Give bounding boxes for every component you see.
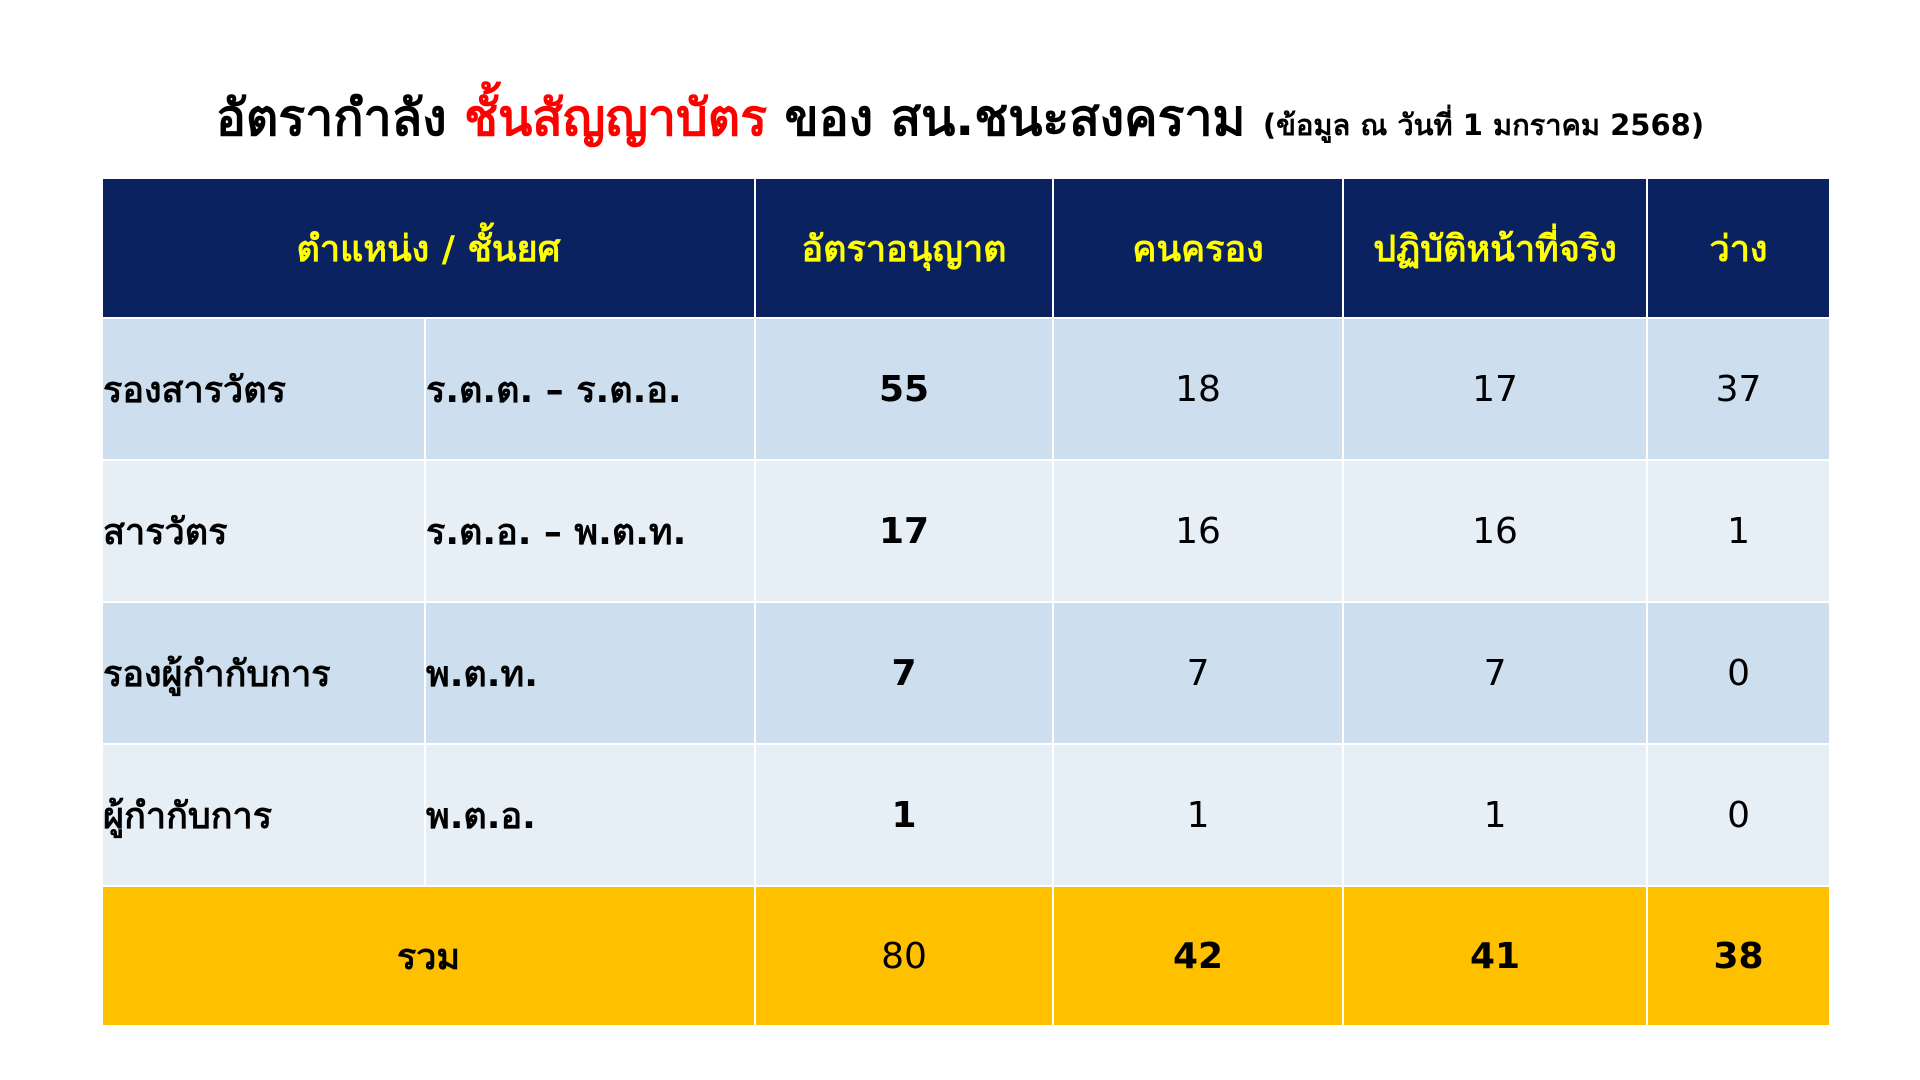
header-quota: อัตราอนุญาต	[754, 177, 1055, 319]
cell-active: 16	[1342, 459, 1649, 603]
title-station-text: ของ สน.ชนะสงคราม	[767, 89, 1263, 147]
manpower-table: ตำแหน่ง / ชั้นยศ อัตราอนุญาต คนครอง ปฏิบ…	[100, 177, 1832, 1027]
total-quota: 80	[754, 885, 1055, 1027]
title-accent-text: ชั้นสัญญาบัตร	[464, 89, 768, 147]
cell-rank: พ.ต.อ.	[423, 743, 757, 887]
cell-position: ผู้กำกับการ	[101, 743, 426, 887]
header-position: ตำแหน่ง / ชั้นยศ	[100, 177, 757, 319]
cell-rank: พ.ต.ท.	[423, 601, 757, 745]
total-label: รวม	[100, 885, 757, 1027]
cell-position: รองสารวัตร	[101, 317, 426, 461]
cell-occupied: 16	[1052, 459, 1345, 603]
cell-vacant: 0	[1646, 743, 1832, 887]
cell-rank: ร.ต.ต. – ร.ต.อ.	[423, 317, 757, 461]
table-row: รองสารวัตร ร.ต.ต. – ร.ต.อ. 55 18 17 37	[101, 317, 1832, 461]
total-vacant: 38	[1646, 885, 1832, 1027]
cell-occupied: 18	[1052, 317, 1345, 461]
table-row: รองผู้กำกับการ พ.ต.ท. 7 7 7 0	[101, 601, 1832, 745]
cell-active: 7	[1342, 601, 1649, 745]
table-header-row: ตำแหน่ง / ชั้นยศ อัตราอนุญาต คนครอง ปฏิบ…	[100, 177, 1832, 319]
total-active: 41	[1342, 885, 1649, 1027]
page-title: อัตรากำลัง ชั้นสัญญาบัตร ของ สน.ชนะสงครา…	[0, 78, 1920, 165]
cell-rank: ร.ต.อ. – พ.ต.ท.	[423, 459, 757, 603]
table-row: สารวัตร ร.ต.อ. – พ.ต.ท. 17 16 16 1	[101, 459, 1832, 603]
total-occupied: 42	[1052, 885, 1345, 1027]
title-text: อัตรากำลัง	[215, 89, 465, 147]
cell-active: 17	[1342, 317, 1649, 461]
table-row: ผู้กำกับการ พ.ต.อ. 1 1 1 0	[101, 743, 1832, 887]
cell-occupied: 7	[1052, 601, 1345, 745]
header-occupied: คนครอง	[1052, 177, 1345, 319]
cell-quota: 55	[754, 317, 1055, 461]
cell-vacant: 37	[1646, 317, 1832, 461]
cell-active: 1	[1342, 743, 1649, 887]
cell-position: รองผู้กำกับการ	[101, 601, 426, 745]
header-vacant: ว่าง	[1646, 177, 1832, 319]
cell-quota: 17	[754, 459, 1055, 603]
header-active: ปฏิบัติหน้าที่จริง	[1342, 177, 1649, 319]
cell-position: สารวัตร	[101, 459, 426, 603]
cell-quota: 7	[754, 601, 1055, 745]
cell-vacant: 1	[1646, 459, 1832, 603]
cell-occupied: 1	[1052, 743, 1345, 887]
cell-quota: 1	[754, 743, 1055, 887]
total-row: รวม 80 42 41 38	[100, 885, 1832, 1027]
cell-vacant: 0	[1646, 601, 1832, 745]
title-date-note: (ข้อมูล ณ วันที่ 1 มกราคม 2568)	[1262, 108, 1705, 142]
